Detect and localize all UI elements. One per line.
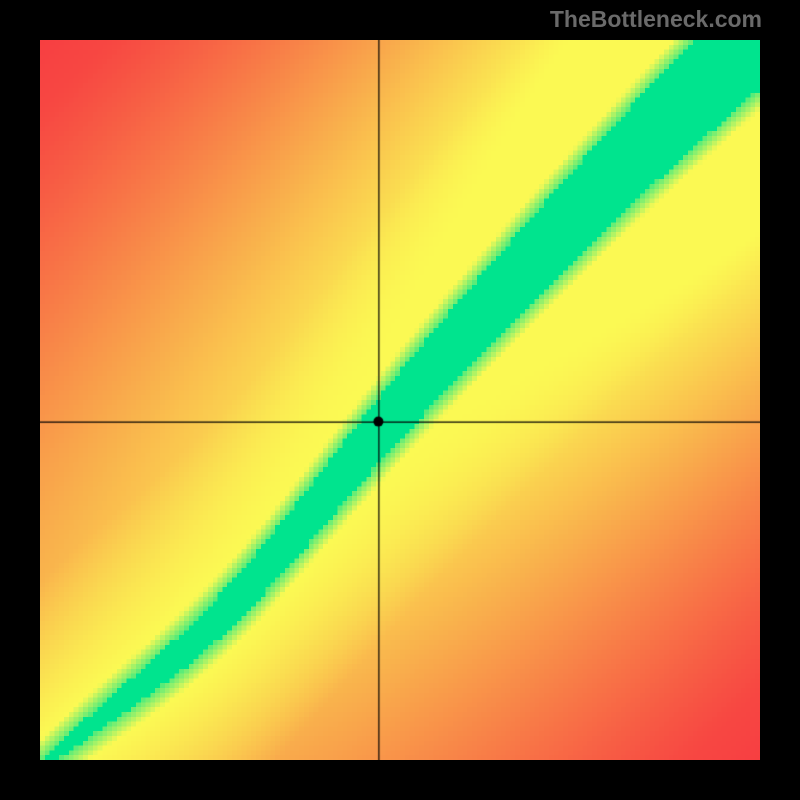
crosshair-overlay (40, 40, 760, 760)
chart-container: TheBottleneck.com (0, 0, 800, 800)
watermark-text: TheBottleneck.com (550, 6, 762, 33)
